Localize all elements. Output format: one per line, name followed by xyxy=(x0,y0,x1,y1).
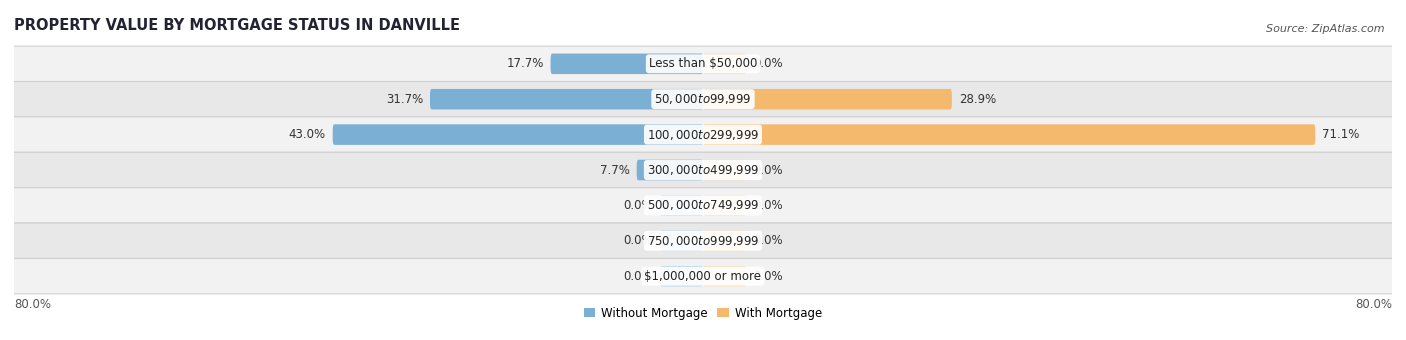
FancyBboxPatch shape xyxy=(6,188,1400,223)
Text: 0.0%: 0.0% xyxy=(754,270,783,283)
FancyBboxPatch shape xyxy=(659,231,703,251)
Text: 71.1%: 71.1% xyxy=(1322,128,1360,141)
Legend: Without Mortgage, With Mortgage: Without Mortgage, With Mortgage xyxy=(579,302,827,324)
Text: 0.0%: 0.0% xyxy=(754,234,783,247)
Text: $50,000 to $99,999: $50,000 to $99,999 xyxy=(654,92,752,106)
Text: $100,000 to $299,999: $100,000 to $299,999 xyxy=(647,128,759,141)
Text: 31.7%: 31.7% xyxy=(385,93,423,106)
Text: 0.0%: 0.0% xyxy=(754,164,783,176)
Text: 43.0%: 43.0% xyxy=(288,128,326,141)
Text: 0.0%: 0.0% xyxy=(754,57,783,70)
Text: PROPERTY VALUE BY MORTGAGE STATUS IN DANVILLE: PROPERTY VALUE BY MORTGAGE STATUS IN DAN… xyxy=(14,18,460,33)
FancyBboxPatch shape xyxy=(6,82,1400,117)
Text: Source: ZipAtlas.com: Source: ZipAtlas.com xyxy=(1267,24,1385,34)
FancyBboxPatch shape xyxy=(703,231,747,251)
Text: 0.0%: 0.0% xyxy=(754,199,783,212)
Text: 80.0%: 80.0% xyxy=(14,298,51,311)
FancyBboxPatch shape xyxy=(703,266,747,287)
FancyBboxPatch shape xyxy=(703,124,1315,145)
FancyBboxPatch shape xyxy=(6,46,1400,82)
FancyBboxPatch shape xyxy=(551,53,703,74)
FancyBboxPatch shape xyxy=(6,117,1400,152)
FancyBboxPatch shape xyxy=(6,258,1400,294)
Text: $500,000 to $749,999: $500,000 to $749,999 xyxy=(647,199,759,212)
Text: 80.0%: 80.0% xyxy=(1355,298,1392,311)
FancyBboxPatch shape xyxy=(637,160,703,180)
FancyBboxPatch shape xyxy=(703,195,747,216)
Text: 17.7%: 17.7% xyxy=(506,57,544,70)
Text: 0.0%: 0.0% xyxy=(623,199,652,212)
FancyBboxPatch shape xyxy=(6,223,1400,258)
FancyBboxPatch shape xyxy=(6,152,1400,188)
FancyBboxPatch shape xyxy=(703,53,747,74)
Text: $300,000 to $499,999: $300,000 to $499,999 xyxy=(647,163,759,177)
Text: Less than $50,000: Less than $50,000 xyxy=(648,57,758,70)
Text: 28.9%: 28.9% xyxy=(959,93,995,106)
Text: 7.7%: 7.7% xyxy=(600,164,630,176)
Text: $750,000 to $999,999: $750,000 to $999,999 xyxy=(647,234,759,248)
FancyBboxPatch shape xyxy=(659,266,703,287)
FancyBboxPatch shape xyxy=(703,160,747,180)
Text: $1,000,000 or more: $1,000,000 or more xyxy=(644,270,762,283)
FancyBboxPatch shape xyxy=(430,89,703,109)
FancyBboxPatch shape xyxy=(333,124,703,145)
FancyBboxPatch shape xyxy=(703,89,952,109)
Text: 0.0%: 0.0% xyxy=(623,270,652,283)
Text: 0.0%: 0.0% xyxy=(623,234,652,247)
FancyBboxPatch shape xyxy=(659,195,703,216)
